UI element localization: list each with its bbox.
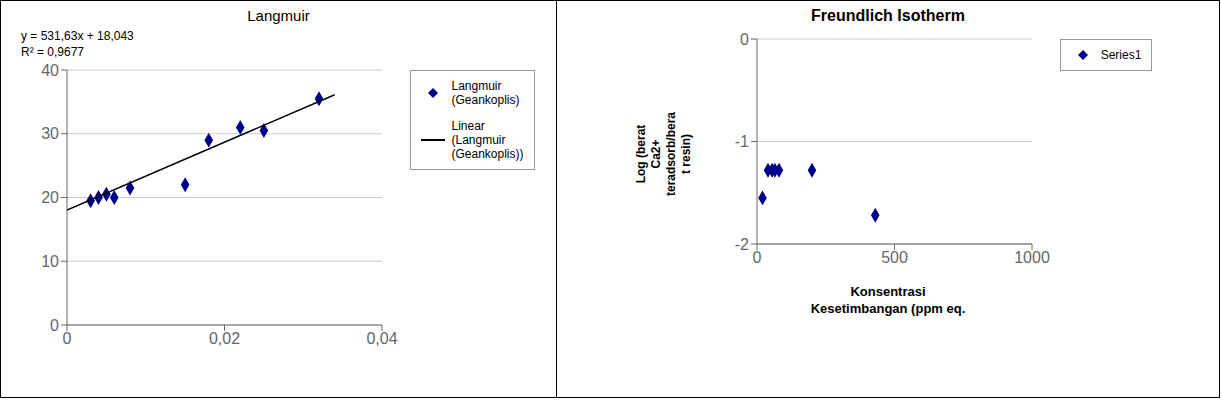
html-text:Series1: Series1 (1100, 48, 1142, 62)
svg-text:10: 10 (42, 253, 60, 270)
svg-text:0,04: 0,04 (367, 330, 398, 347)
html-text:Freundlich Isotherm: Freundlich Isotherm (811, 7, 965, 24)
svg-text:-2: -2 (734, 236, 748, 253)
html-text:Langmuir (Geankoplis): Langmuir (Geankoplis) (451, 79, 520, 107)
svg-text:1000: 1000 (1014, 249, 1050, 266)
svg-text:-1: -1 (734, 133, 748, 150)
svg-text:20: 20 (42, 189, 60, 206)
svg-text:0: 0 (752, 249, 761, 266)
html-text:Langmuir: Langmuir (247, 7, 310, 24)
html-text:Log (berat Ca2+ teradsorb/bera: Log (berat Ca2+ teradsorb/bera t resin) (633, 112, 693, 196)
svg-text:0: 0 (740, 31, 749, 48)
html-text:y = 531,63x + 18,043: y = 531,63x + 18,043 (21, 29, 134, 43)
svg-text:500: 500 (881, 249, 908, 266)
html-text:R² = 0,9677: R² = 0,9677 (21, 45, 84, 59)
html-text:Konsentrasi Kesetimbangan (ppm: Konsentrasi Kesetimbangan (ppm eq. (810, 284, 966, 316)
svg-text:0,02: 0,02 (209, 330, 240, 347)
svg-text:0: 0 (51, 317, 60, 334)
svg-text:30: 30 (42, 125, 60, 142)
svg-text:40: 40 (42, 62, 60, 79)
html-text:Linear (Langmuir (Geankoplis)): Linear (Langmuir (Geankoplis)) (451, 119, 524, 161)
svg-text:0: 0 (63, 330, 72, 347)
